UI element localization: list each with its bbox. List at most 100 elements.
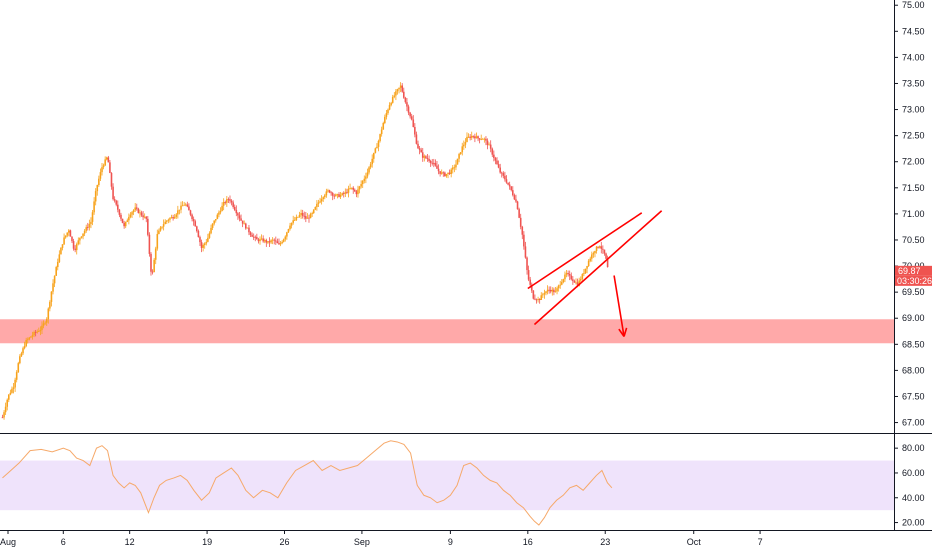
price-axis-label: 67.00: [902, 418, 925, 428]
candle-body: [224, 201, 227, 203]
candle-body: [282, 239, 285, 242]
candle-body: [320, 199, 323, 202]
candle-body: [289, 225, 291, 230]
candle-body: [347, 188, 350, 193]
candle-body: [44, 322, 46, 324]
candle-body: [505, 179, 508, 183]
candle-body: [382, 123, 385, 130]
candle-body: [222, 201, 225, 206]
wedge-upper-trendline[interactable]: [527, 212, 643, 290]
candle-body: [579, 279, 582, 281]
candle-body: [139, 212, 141, 214]
candle-body: [543, 293, 546, 295]
candle-body: [295, 217, 298, 220]
candle-body: [194, 221, 197, 227]
candle-body: [379, 134, 381, 141]
candle-body: [600, 246, 603, 249]
candle-body: [50, 291, 53, 302]
candle-body: [186, 204, 189, 207]
candle-body: [369, 164, 372, 168]
candle-body: [331, 192, 334, 196]
countdown-badge: [895, 275, 932, 286]
candle-body: [6, 399, 9, 407]
candle-body: [384, 116, 386, 124]
candle-body: [406, 102, 408, 107]
candle-body: [117, 204, 119, 210]
price-axis-label: 73.00: [902, 105, 925, 115]
candle-body: [7, 394, 10, 400]
candle-body: [124, 221, 127, 227]
candle-body: [115, 200, 118, 205]
candle-body: [293, 219, 296, 221]
candle-body: [377, 140, 380, 147]
candle-body: [589, 258, 592, 261]
candle-body: [333, 195, 336, 197]
candle-body: [281, 241, 283, 244]
candle-body: [207, 237, 209, 242]
candle-body: [311, 212, 313, 214]
breakdown-arrow[interactable]: [613, 275, 625, 337]
candle-body: [23, 346, 26, 349]
candle-body: [308, 217, 310, 219]
candle-body: [395, 91, 397, 96]
candle-body: [200, 242, 203, 248]
candle-body: [306, 217, 309, 219]
candle-body: [61, 244, 64, 248]
candle-body: [527, 270, 530, 280]
candle-body: [475, 136, 478, 139]
time-axis-label: 7: [758, 537, 763, 547]
candle-body: [286, 232, 288, 237]
rsi-axis-label: 40.00: [902, 493, 925, 503]
candle-body: [433, 162, 435, 164]
candle-body: [391, 96, 394, 103]
candle-body: [199, 237, 201, 243]
candle-body: [328, 190, 331, 193]
candle-body: [1, 417, 4, 419]
candle-body: [500, 172, 503, 174]
candle-body: [298, 214, 301, 217]
candle-body: [429, 160, 432, 163]
candle-body: [549, 289, 552, 292]
candle-body: [80, 236, 83, 238]
candle-body: [53, 275, 56, 284]
candle-body: [252, 236, 255, 238]
price-axis-label: 67.50: [902, 391, 925, 401]
candle-body: [134, 207, 136, 211]
candle-body: [551, 289, 554, 292]
candle-body: [562, 279, 565, 283]
candle-body: [246, 227, 249, 229]
candle-body: [210, 227, 212, 234]
candle-body: [483, 138, 486, 140]
candle-body: [508, 184, 511, 187]
candle-body: [208, 233, 211, 238]
candle-body: [83, 230, 86, 234]
candle-body: [4, 406, 7, 413]
candle-body: [191, 214, 193, 220]
candle-body: [175, 214, 178, 217]
candle-body: [297, 216, 299, 218]
candle-body: [47, 308, 50, 320]
candle-body: [189, 210, 192, 215]
candle-body: [259, 239, 261, 242]
candle-body: [167, 219, 170, 221]
price-axis-label: 74.50: [902, 26, 925, 36]
candle-body: [177, 210, 179, 215]
candle-body: [467, 136, 470, 138]
candle-body: [374, 148, 377, 153]
candle-body: [481, 138, 484, 140]
candle-body: [218, 212, 220, 215]
candle-body: [69, 230, 72, 237]
candle-body: [507, 182, 509, 185]
candle-body: [474, 136, 476, 139]
candle-body: [380, 129, 383, 135]
candle-body: [583, 273, 585, 275]
candle-body: [66, 232, 69, 236]
wedge-lower-trendline[interactable]: [533, 210, 663, 326]
candle-body: [594, 250, 596, 254]
candle-body: [229, 199, 231, 201]
candle-body: [232, 202, 234, 207]
candle-body: [568, 274, 571, 276]
rsi-line: [2, 440, 613, 526]
candle-body: [480, 139, 483, 140]
time-axis-label: 26: [279, 537, 289, 547]
